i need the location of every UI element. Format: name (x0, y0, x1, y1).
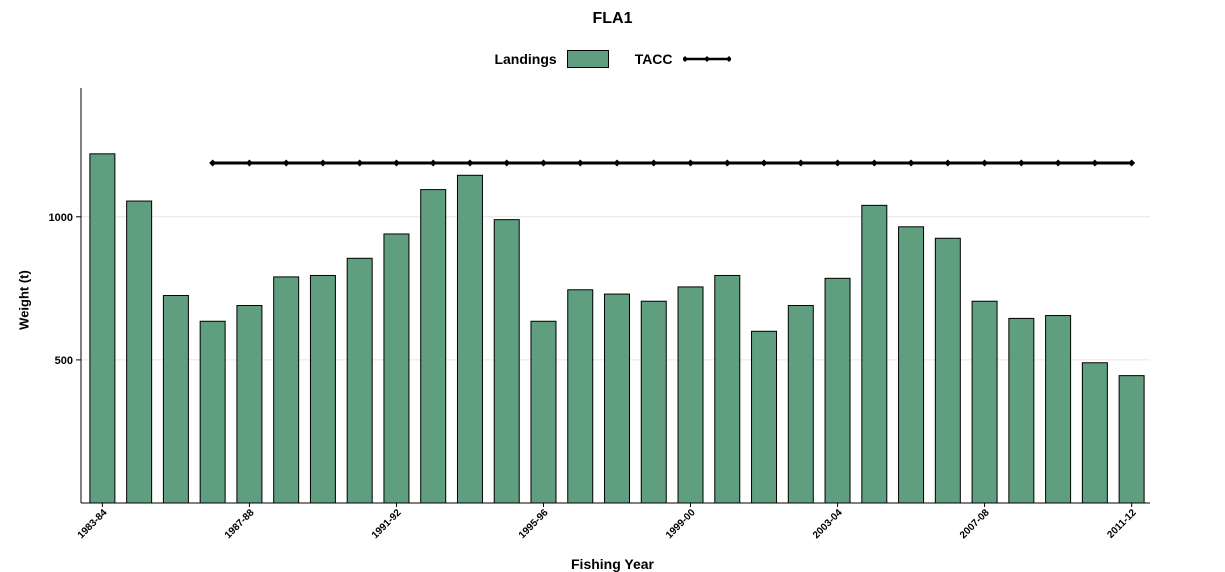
tacc-point (539, 159, 547, 167)
tacc-point (503, 159, 511, 167)
tacc-point (1128, 159, 1136, 167)
bar (898, 226, 925, 504)
tacc-point (245, 159, 253, 167)
bar (567, 289, 594, 504)
bar (934, 237, 961, 504)
x-tick-label: 2007-08 (958, 507, 992, 541)
bar (493, 219, 520, 504)
bar (530, 320, 557, 504)
tacc-point (429, 159, 437, 167)
tacc-point (282, 159, 290, 167)
tacc-point (466, 159, 474, 167)
bar (677, 286, 704, 504)
legend-swatch-landings (566, 50, 609, 68)
tacc-point (576, 159, 584, 167)
bar (162, 295, 189, 504)
y-tick-label: 500 (55, 355, 73, 367)
legend-label-landings: Landings (494, 51, 557, 67)
bar (1008, 317, 1035, 504)
bar (971, 300, 998, 504)
bar (824, 277, 851, 504)
tacc-point (981, 159, 989, 167)
bar (714, 274, 741, 504)
x-tick-label: 1983-84 (76, 507, 110, 541)
x-axis-label: Fishing Year (571, 556, 654, 572)
tacc-point (650, 159, 658, 167)
bar (861, 204, 888, 504)
tacc-point (760, 159, 768, 167)
tacc-point (1054, 159, 1062, 167)
tacc-point (356, 159, 364, 167)
bar (1081, 362, 1108, 504)
bar (1118, 375, 1145, 504)
chart-title: FLA1 (592, 10, 633, 27)
bar (236, 305, 263, 504)
tacc-point (319, 159, 327, 167)
bar (199, 320, 226, 504)
tacc-point (687, 159, 695, 167)
y-tick-label: 1000 (49, 212, 73, 224)
bar (1045, 315, 1072, 504)
x-tick-label: 1987-88 (223, 507, 257, 541)
bar (420, 189, 447, 504)
x-tick-label: 2011-12 (1105, 507, 1139, 541)
legend: Landings TACC (0, 50, 1225, 68)
bar (456, 174, 483, 504)
bar (604, 293, 630, 504)
legend-item-tacc: TACC (635, 51, 731, 67)
tacc-point (723, 159, 731, 167)
x-tick-label: 1991-92 (370, 507, 404, 541)
tacc-point (392, 159, 400, 167)
tacc-point (209, 159, 217, 167)
tacc-point (1091, 159, 1099, 167)
legend-label-tacc: TACC (634, 51, 673, 67)
x-tick-label: 2003-04 (811, 507, 845, 541)
bar (89, 153, 116, 504)
tacc-point (1017, 159, 1025, 167)
tacc-point (870, 159, 878, 167)
tacc-point (944, 159, 952, 167)
tacc-point (613, 159, 621, 167)
bar (126, 200, 153, 504)
bar (787, 305, 814, 504)
bar (383, 233, 410, 504)
tacc-point (797, 159, 805, 167)
tacc-point (907, 159, 915, 167)
legend-item-landings: Landings (494, 50, 609, 68)
tacc-point (834, 159, 842, 167)
bar (273, 276, 300, 504)
legend-line-tacc (682, 56, 731, 62)
bar (751, 330, 778, 504)
x-tick-label: 1999-00 (664, 507, 698, 541)
bar (640, 300, 667, 504)
x-tick-label: 1995-96 (517, 507, 551, 541)
bar (309, 274, 336, 504)
bar (346, 257, 373, 504)
